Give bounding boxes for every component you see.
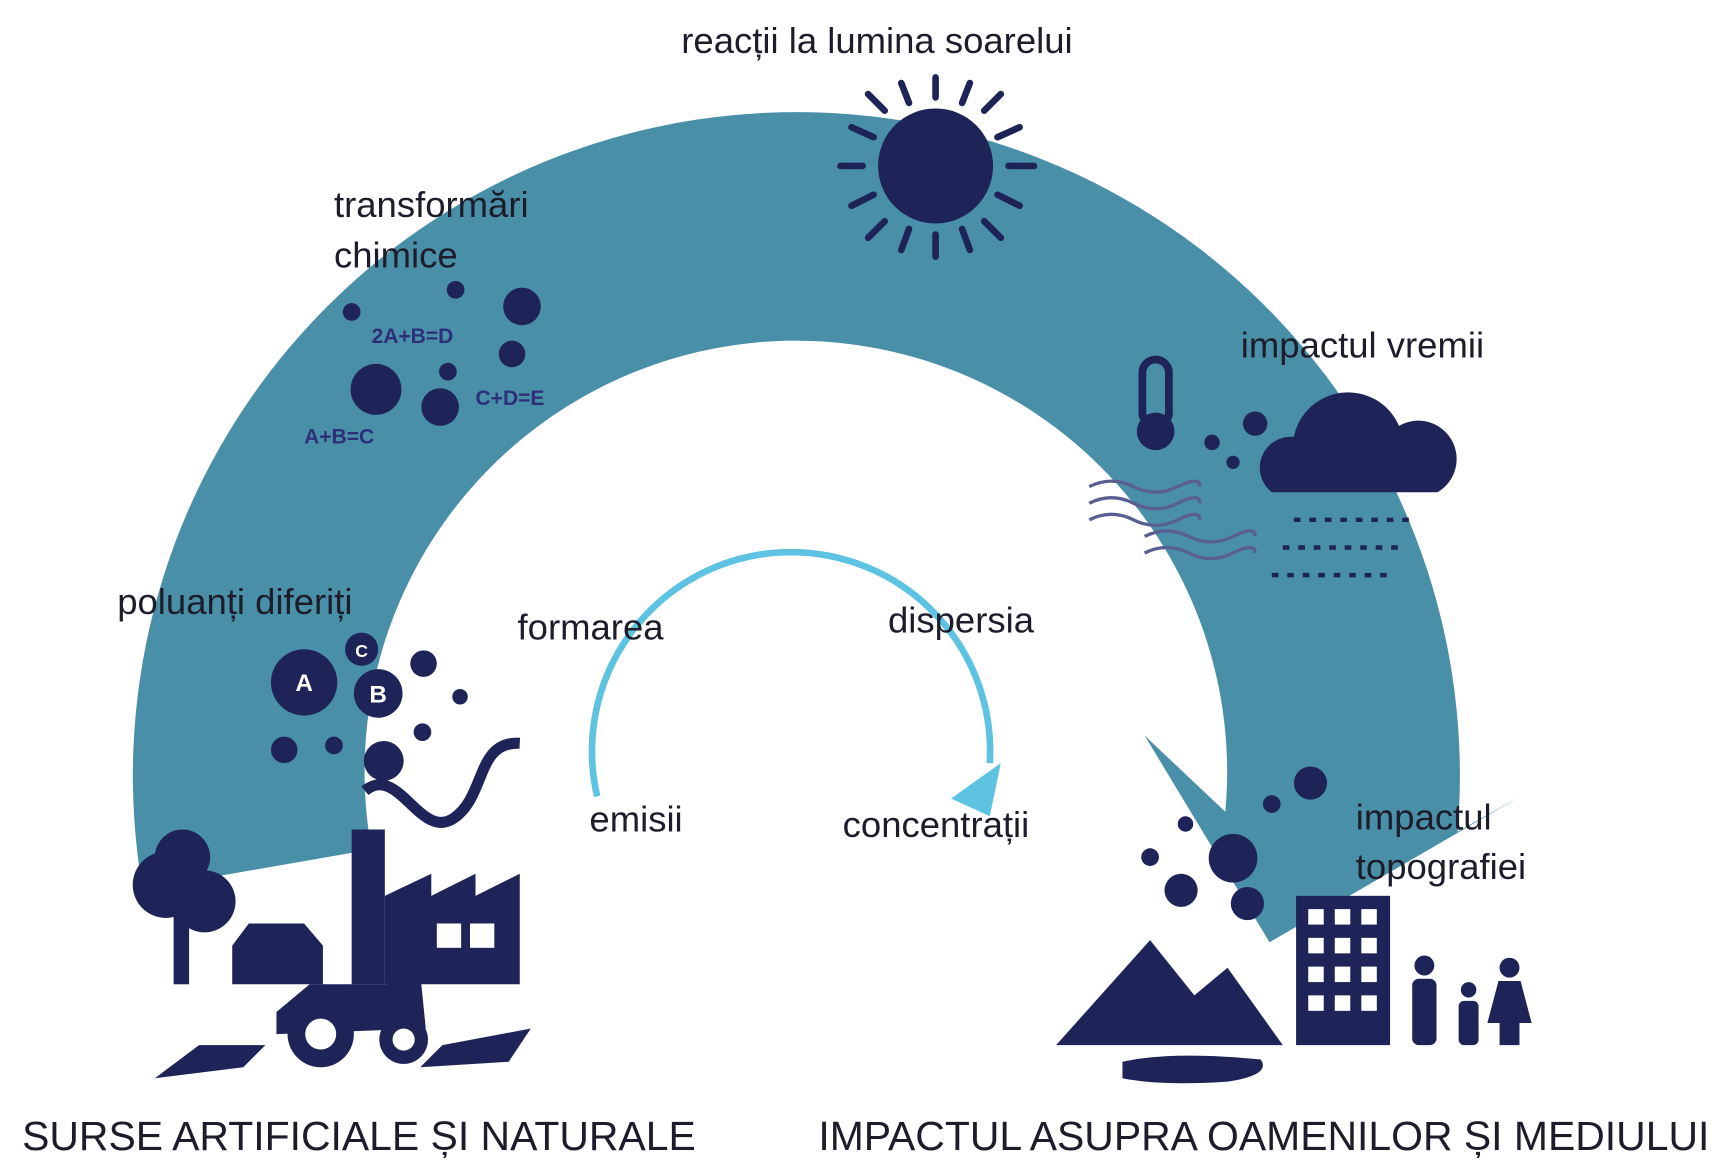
caption: IMPACTUL ASUPRA OAMENILOR ȘI MEDIULUI bbox=[818, 1113, 1709, 1158]
equation: A+B=C bbox=[304, 426, 374, 449]
equation: C+D=E bbox=[476, 387, 545, 410]
label: formarea bbox=[518, 606, 665, 647]
label: dispersia bbox=[888, 600, 1035, 641]
pollutant-letter: B bbox=[369, 681, 387, 708]
label: emisii bbox=[589, 799, 682, 840]
label: concentrații bbox=[843, 804, 1030, 845]
sources-icons bbox=[133, 829, 531, 1078]
page: {"labels": { "sunlight": "reacții la lum… bbox=[0, 0, 1734, 1158]
inner-cycle bbox=[592, 552, 990, 796]
label: chimice bbox=[334, 235, 458, 276]
label: poluanți diferiți bbox=[117, 581, 352, 622]
label: impactul bbox=[1356, 796, 1492, 837]
caption: SURSE ARTIFICIALE ȘI NATURALE bbox=[22, 1113, 696, 1158]
label: reacții la lumina soarelui bbox=[681, 20, 1072, 61]
label: topografiei bbox=[1356, 846, 1526, 887]
pollutant-letter: C bbox=[355, 641, 368, 661]
label: transformări bbox=[334, 184, 529, 225]
pollutant-letter: A bbox=[295, 670, 313, 697]
equation: 2A+B=D bbox=[372, 325, 454, 348]
label: impactul vremii bbox=[1241, 324, 1484, 365]
diagram: reacții la lumina soarelui transformări … bbox=[0, 0, 1734, 1158]
